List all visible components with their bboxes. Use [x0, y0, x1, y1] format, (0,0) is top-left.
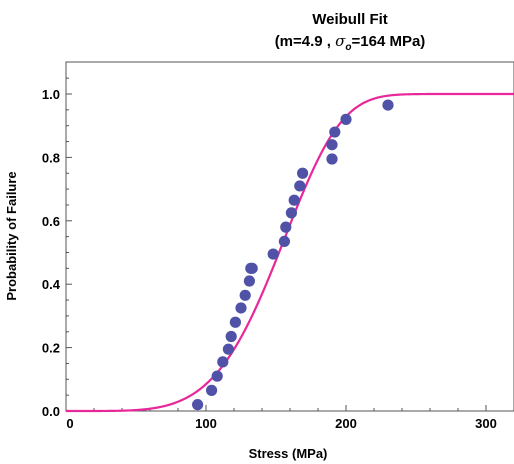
data-point	[326, 153, 338, 165]
data-point	[229, 316, 241, 328]
data-point	[278, 235, 290, 248]
subtitle-prefix: (m=4.9 ,	[275, 33, 335, 50]
y-tick-label: 0.6	[42, 214, 60, 229]
chart-subtitle: (m=4.9 , σo=164 MPa)	[275, 32, 426, 53]
axis-tick-labels: 0 100 200 300 0.0 0.2 0.4 0.6 0.8 1.0	[42, 87, 497, 431]
data-point	[294, 180, 306, 192]
data-point	[267, 248, 279, 260]
weibull-fit-curve	[66, 92, 514, 413]
data-point	[239, 289, 251, 301]
subtitle-sigma: σ	[335, 32, 346, 50]
data-point	[222, 343, 234, 355]
data-point	[206, 384, 218, 396]
data-point	[288, 194, 300, 206]
data-point	[285, 207, 297, 219]
data-points	[192, 99, 394, 411]
axis-ticks	[65, 77, 487, 412]
data-point	[329, 126, 341, 138]
x-tick-label: 300	[475, 416, 497, 431]
data-point	[192, 399, 204, 411]
y-axis-label: Probability of Failure	[4, 171, 19, 300]
data-point	[243, 275, 255, 287]
data-point	[211, 370, 223, 382]
subtitle-suffix: =164 MPa)	[352, 33, 426, 50]
data-point	[225, 330, 237, 343]
y-tick-label: 0.4	[42, 277, 61, 292]
chart-title: Weibull Fit	[312, 11, 388, 28]
data-point	[217, 356, 229, 368]
y-tick-label: 0.8	[42, 150, 60, 165]
x-tick-label: 200	[335, 416, 357, 431]
plot-frame	[65, 61, 514, 412]
y-tick-label: 1.0	[42, 87, 60, 102]
y-tick-label: 0.0	[42, 404, 60, 419]
data-point	[340, 113, 352, 125]
data-point	[297, 167, 309, 179]
data-point	[235, 302, 247, 314]
x-tick-label: 0	[66, 416, 73, 431]
data-point	[246, 262, 258, 274]
data-point	[382, 99, 394, 111]
subtitle-sigma-subscript: o	[345, 42, 351, 53]
x-axis-label: Stress (MPa)	[249, 446, 328, 461]
x-tick-label: 100	[195, 416, 217, 431]
data-point	[326, 139, 338, 151]
data-point	[280, 221, 292, 233]
y-tick-label: 0.2	[42, 341, 60, 356]
